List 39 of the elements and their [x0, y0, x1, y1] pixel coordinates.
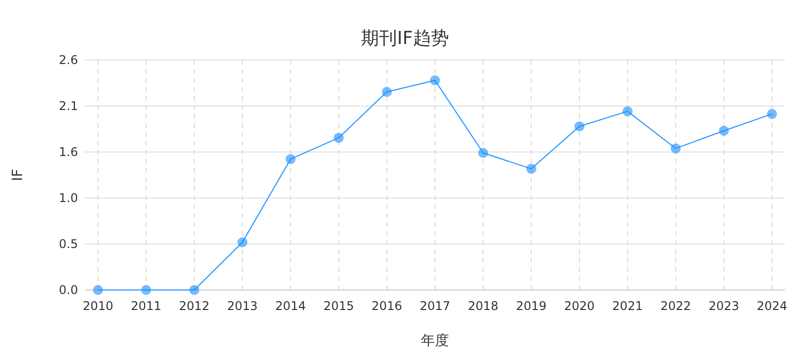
x-tick-label: 2018 — [468, 299, 498, 313]
x-tick-label: 2022 — [660, 299, 691, 313]
point — [430, 75, 440, 86]
point — [334, 132, 344, 143]
point — [93, 285, 103, 295]
x-tick-label: 2017 — [420, 299, 450, 313]
point — [237, 237, 248, 248]
chart-title: 期刊IF趋势 — [361, 28, 449, 49]
x-tick-label: 2012 — [179, 299, 210, 313]
point — [382, 86, 392, 97]
point — [526, 164, 536, 174]
x-tick-label: 2020 — [564, 299, 595, 313]
point — [189, 285, 200, 295]
y-tick-label: 2.6 — [58, 53, 78, 67]
x-tick-label: 2014 — [275, 299, 306, 313]
y-tick-label: 2.1 — [58, 99, 78, 113]
point — [767, 108, 777, 119]
point — [718, 126, 729, 136]
y-tick-label: 1.6 — [58, 145, 78, 159]
point — [574, 121, 584, 132]
x-axis-title: 年度 — [421, 333, 449, 349]
point — [622, 106, 633, 116]
y-tick-label: 0.0 — [58, 283, 78, 297]
x-tick-label: 2013 — [227, 299, 258, 313]
point — [478, 148, 488, 158]
point — [286, 154, 296, 164]
x-tick-label: 2023 — [708, 299, 740, 313]
x-tick-label: 2011 — [130, 299, 162, 313]
y-tick-label: 0.5 — [58, 237, 78, 251]
x-tick-label: 2010 — [82, 299, 114, 313]
x-tick-label: 2016 — [372, 299, 402, 313]
x-tick-label: 2024 — [756, 299, 788, 313]
x-tick-label: 2019 — [516, 299, 547, 313]
point — [670, 143, 681, 154]
x-tick-label: 2021 — [612, 299, 643, 313]
y-tick-label: 1.0 — [58, 191, 78, 205]
x-tick-label: 2015 — [323, 299, 354, 313]
y-axis-title: IF — [10, 168, 26, 182]
point — [141, 285, 152, 295]
